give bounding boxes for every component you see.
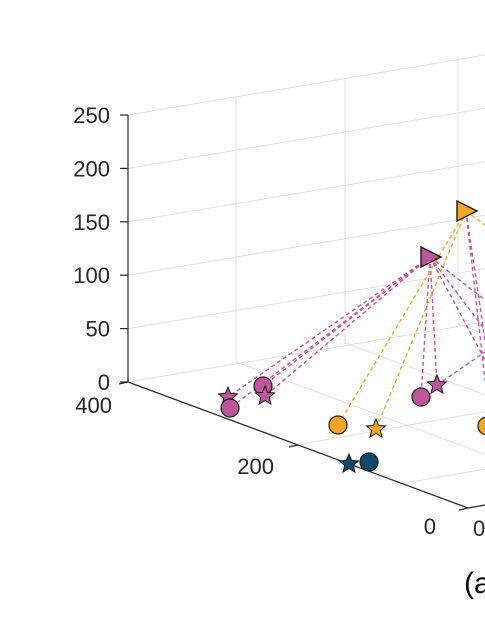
data-markers	[219, 201, 485, 472]
y-tick-mark	[289, 445, 298, 447]
figure-caption: (a	[464, 567, 485, 600]
dashed-link	[466, 211, 485, 380]
y-tick-label: 0	[424, 514, 436, 539]
marker-star-magenta	[428, 375, 447, 393]
marker-circle-orange	[478, 417, 485, 435]
y-tick-mark	[459, 508, 468, 510]
z-tick-label: 150	[73, 210, 110, 235]
marker-star-navy	[340, 454, 359, 472]
z-tick-label: 0	[98, 370, 110, 395]
x-axis-line	[468, 505, 485, 508]
grid-line-z	[128, 215, 485, 275]
grid-line-floor	[345, 343, 485, 469]
marker-circle-magenta	[412, 388, 430, 406]
grid-line-z	[128, 108, 485, 168]
z-tick-label: 100	[73, 263, 110, 288]
axes	[128, 115, 485, 508]
z-tick-label: 250	[73, 103, 110, 128]
marker-star-orange	[367, 419, 386, 437]
dashed-link	[265, 257, 430, 396]
x-tick-label: 0	[473, 516, 485, 541]
z-tick-label: 200	[73, 156, 110, 181]
grid-line-floor	[400, 426, 485, 484]
marker-circle-navy	[360, 453, 378, 471]
marker-circle-orange	[329, 416, 347, 434]
z-tick-label: 50	[86, 317, 110, 342]
y-tick-label: 200	[237, 454, 274, 479]
grid-line-z	[128, 55, 485, 115]
y-tick-label: 400	[75, 393, 112, 418]
marker-circle-magenta	[221, 399, 239, 417]
grid-line-z	[128, 269, 485, 329]
dashed-link	[466, 211, 485, 340]
dashed-link	[228, 257, 430, 397]
dashed-link	[437, 352, 485, 385]
grid-line-z	[128, 162, 485, 222]
dashed-link	[430, 257, 437, 385]
